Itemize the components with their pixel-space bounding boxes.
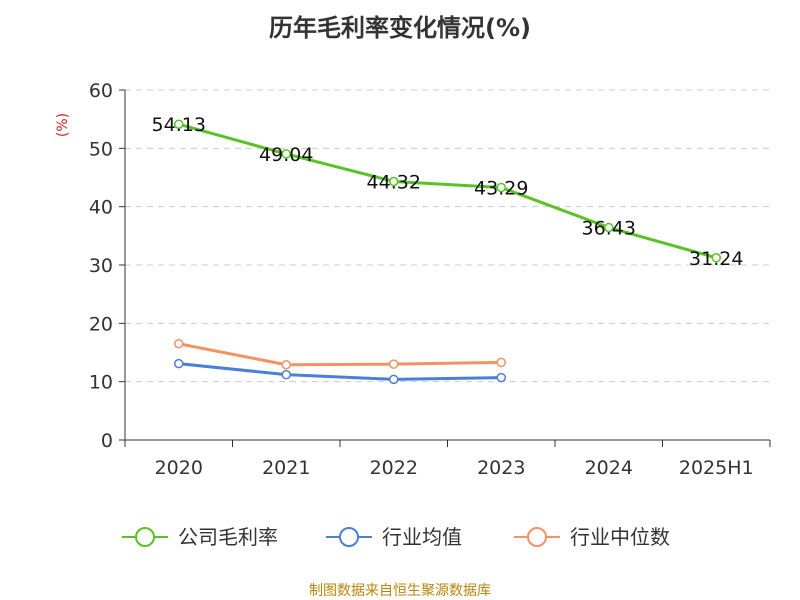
data-source-note: 制图数据来自恒生聚源数据库 — [309, 583, 491, 599]
data-label: 31.24 — [689, 248, 743, 270]
x-tick-label: 2024 — [585, 457, 633, 479]
data-point — [174, 358, 184, 369]
legend-label: 公司毛利率 — [178, 525, 278, 549]
data-point — [389, 176, 399, 187]
data-point — [389, 359, 399, 369]
y-tick-label: 20 — [89, 313, 113, 335]
y-tick-label: 40 — [89, 197, 113, 219]
data-point — [174, 339, 184, 349]
y-tick-label: 30 — [89, 255, 113, 277]
y-tick-label: 0 — [101, 430, 113, 452]
data-point — [281, 369, 291, 380]
y-tick-label: 10 — [89, 372, 113, 394]
legend-marker — [339, 527, 359, 547]
data-label: 49.04 — [259, 144, 313, 166]
y-tick-label: 50 — [89, 138, 113, 160]
x-tick-label: 2021 — [262, 457, 310, 479]
data-label: 54.13 — [152, 114, 206, 136]
x-tick-label: 2025H1 — [679, 457, 754, 479]
chart-title: 历年毛利率变化情况(%) — [269, 14, 531, 42]
legend-label: 行业中位数 — [570, 525, 670, 549]
x-tick-label: 2023 — [477, 457, 525, 479]
data-labels: 54.13 49.04 44.32 43.29 36.43 31.24 — [152, 114, 744, 270]
grid-lines — [125, 89, 770, 383]
legend-marker — [527, 527, 547, 547]
data-label: 44.32 — [367, 171, 421, 193]
data-point — [281, 149, 291, 159]
data-point — [496, 182, 506, 193]
y-tick-label: 60 — [89, 80, 113, 102]
y-axis-unit-label: (%) — [55, 113, 71, 137]
series-line — [177, 122, 718, 260]
x-tick-label: 2022 — [370, 457, 418, 479]
series-line — [177, 342, 503, 367]
data-point — [711, 253, 721, 263]
data-point — [496, 372, 506, 383]
data-label: 36.43 — [582, 217, 636, 239]
series-lines — [174, 119, 721, 385]
series-line — [177, 362, 503, 381]
data-point — [604, 222, 614, 233]
data-point — [496, 357, 506, 368]
data-label: 43.29 — [474, 177, 528, 199]
axes: 0 10 20 30 40 50 60 2020 2021 2022 2023 2024 2025H1 — [89, 80, 771, 479]
data-point — [174, 119, 184, 129]
data-point — [389, 374, 399, 385]
legend: 公司毛利率 行业均值 行业中位数 — [122, 525, 670, 549]
x-tick-label: 2020 — [155, 457, 203, 479]
legend-marker — [135, 527, 155, 547]
data-point — [281, 360, 291, 370]
legend-label: 行业均值 — [382, 525, 462, 549]
